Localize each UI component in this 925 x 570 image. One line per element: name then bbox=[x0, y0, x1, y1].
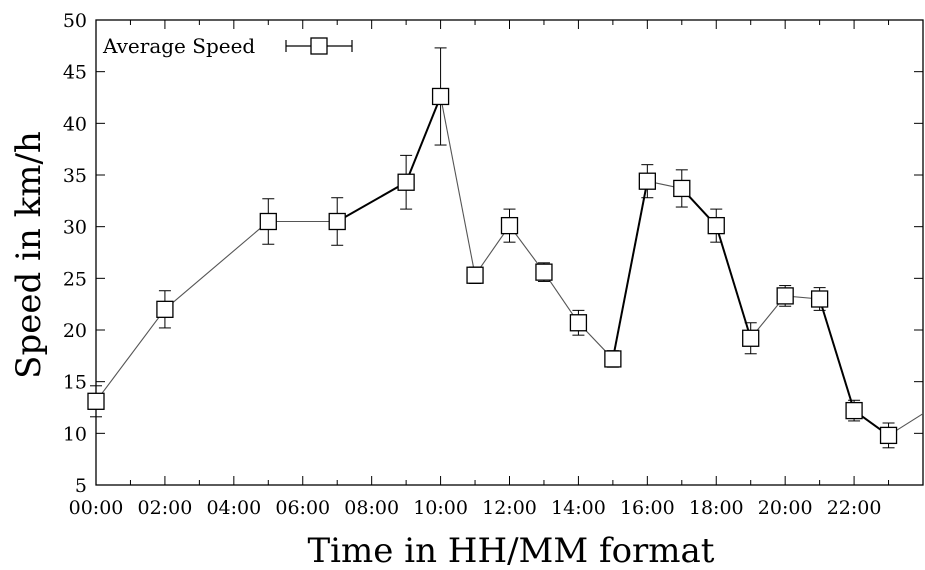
series-segment bbox=[336, 181, 407, 223]
data-markers bbox=[87, 87, 898, 445]
data-point bbox=[328, 212, 346, 231]
data-point bbox=[535, 263, 553, 281]
data-point bbox=[604, 350, 622, 368]
y-tick-label: 15 bbox=[63, 372, 87, 394]
data-point bbox=[500, 216, 519, 235]
data-point bbox=[466, 266, 484, 284]
series-segment bbox=[715, 225, 752, 339]
y-tick-label: 45 bbox=[63, 62, 87, 84]
data-point bbox=[87, 392, 105, 410]
x-tick-label: 08:00 bbox=[344, 497, 399, 519]
data-point bbox=[845, 401, 863, 420]
series-segment bbox=[95, 309, 166, 402]
x-tick-label: 02:00 bbox=[138, 497, 193, 519]
legend: Average Speed bbox=[102, 34, 353, 58]
y-axis-title: Speed in km/h bbox=[9, 131, 49, 379]
x-tick-label: 22:00 bbox=[827, 497, 882, 519]
series-segment bbox=[818, 298, 856, 411]
data-point bbox=[707, 216, 725, 235]
data-point bbox=[397, 173, 415, 191]
data-point bbox=[810, 290, 829, 308]
axes bbox=[95, 19, 924, 486]
x-tick-label: 18:00 bbox=[689, 497, 744, 519]
y-tick-label: 10 bbox=[63, 423, 87, 445]
x-axis-title: Time in HH/MM format bbox=[308, 531, 715, 570]
data-point bbox=[879, 426, 898, 445]
data-point bbox=[569, 314, 588, 332]
plot-frame bbox=[95, 19, 924, 486]
ticks: 5 10 15 20 25 30 35 40 45 50 00:00 02:00 04:00 06:00 0… bbox=[63, 10, 924, 519]
y-tick-label: 40 bbox=[63, 113, 87, 135]
x-tick-label: 20:00 bbox=[758, 497, 813, 519]
data-point bbox=[259, 212, 277, 231]
x-tick-label: 14:00 bbox=[551, 497, 606, 519]
x-tick-label: 06:00 bbox=[275, 497, 330, 519]
series-segment bbox=[440, 96, 476, 276]
legend-marker bbox=[310, 37, 328, 55]
series-lines bbox=[95, 96, 924, 437]
series-segment bbox=[611, 181, 649, 360]
y-tick-label: 25 bbox=[63, 268, 87, 290]
y-tick-label: 35 bbox=[63, 165, 87, 187]
x-tick-label: 04:00 bbox=[206, 497, 261, 519]
y-tick-label: 5 bbox=[75, 475, 87, 497]
x-tick-label: 00:00 bbox=[69, 497, 124, 519]
data-point bbox=[776, 287, 794, 305]
series-segment bbox=[405, 96, 442, 183]
legend-label: Average Speed bbox=[102, 34, 255, 58]
series-segment bbox=[164, 221, 269, 310]
y-tick-label: 20 bbox=[63, 320, 87, 342]
x-tick-label: 12:00 bbox=[482, 497, 537, 519]
x-tick-label: 16:00 bbox=[620, 497, 675, 519]
y-tick-label: 50 bbox=[63, 10, 87, 32]
data-point bbox=[742, 329, 760, 347]
data-point bbox=[673, 179, 691, 198]
data-point bbox=[156, 300, 174, 318]
error-bars bbox=[90, 47, 895, 449]
x-tick-label: 10:00 bbox=[413, 497, 468, 519]
data-point bbox=[638, 172, 656, 190]
y-tick-label: 30 bbox=[63, 217, 87, 239]
data-point bbox=[431, 87, 450, 106]
